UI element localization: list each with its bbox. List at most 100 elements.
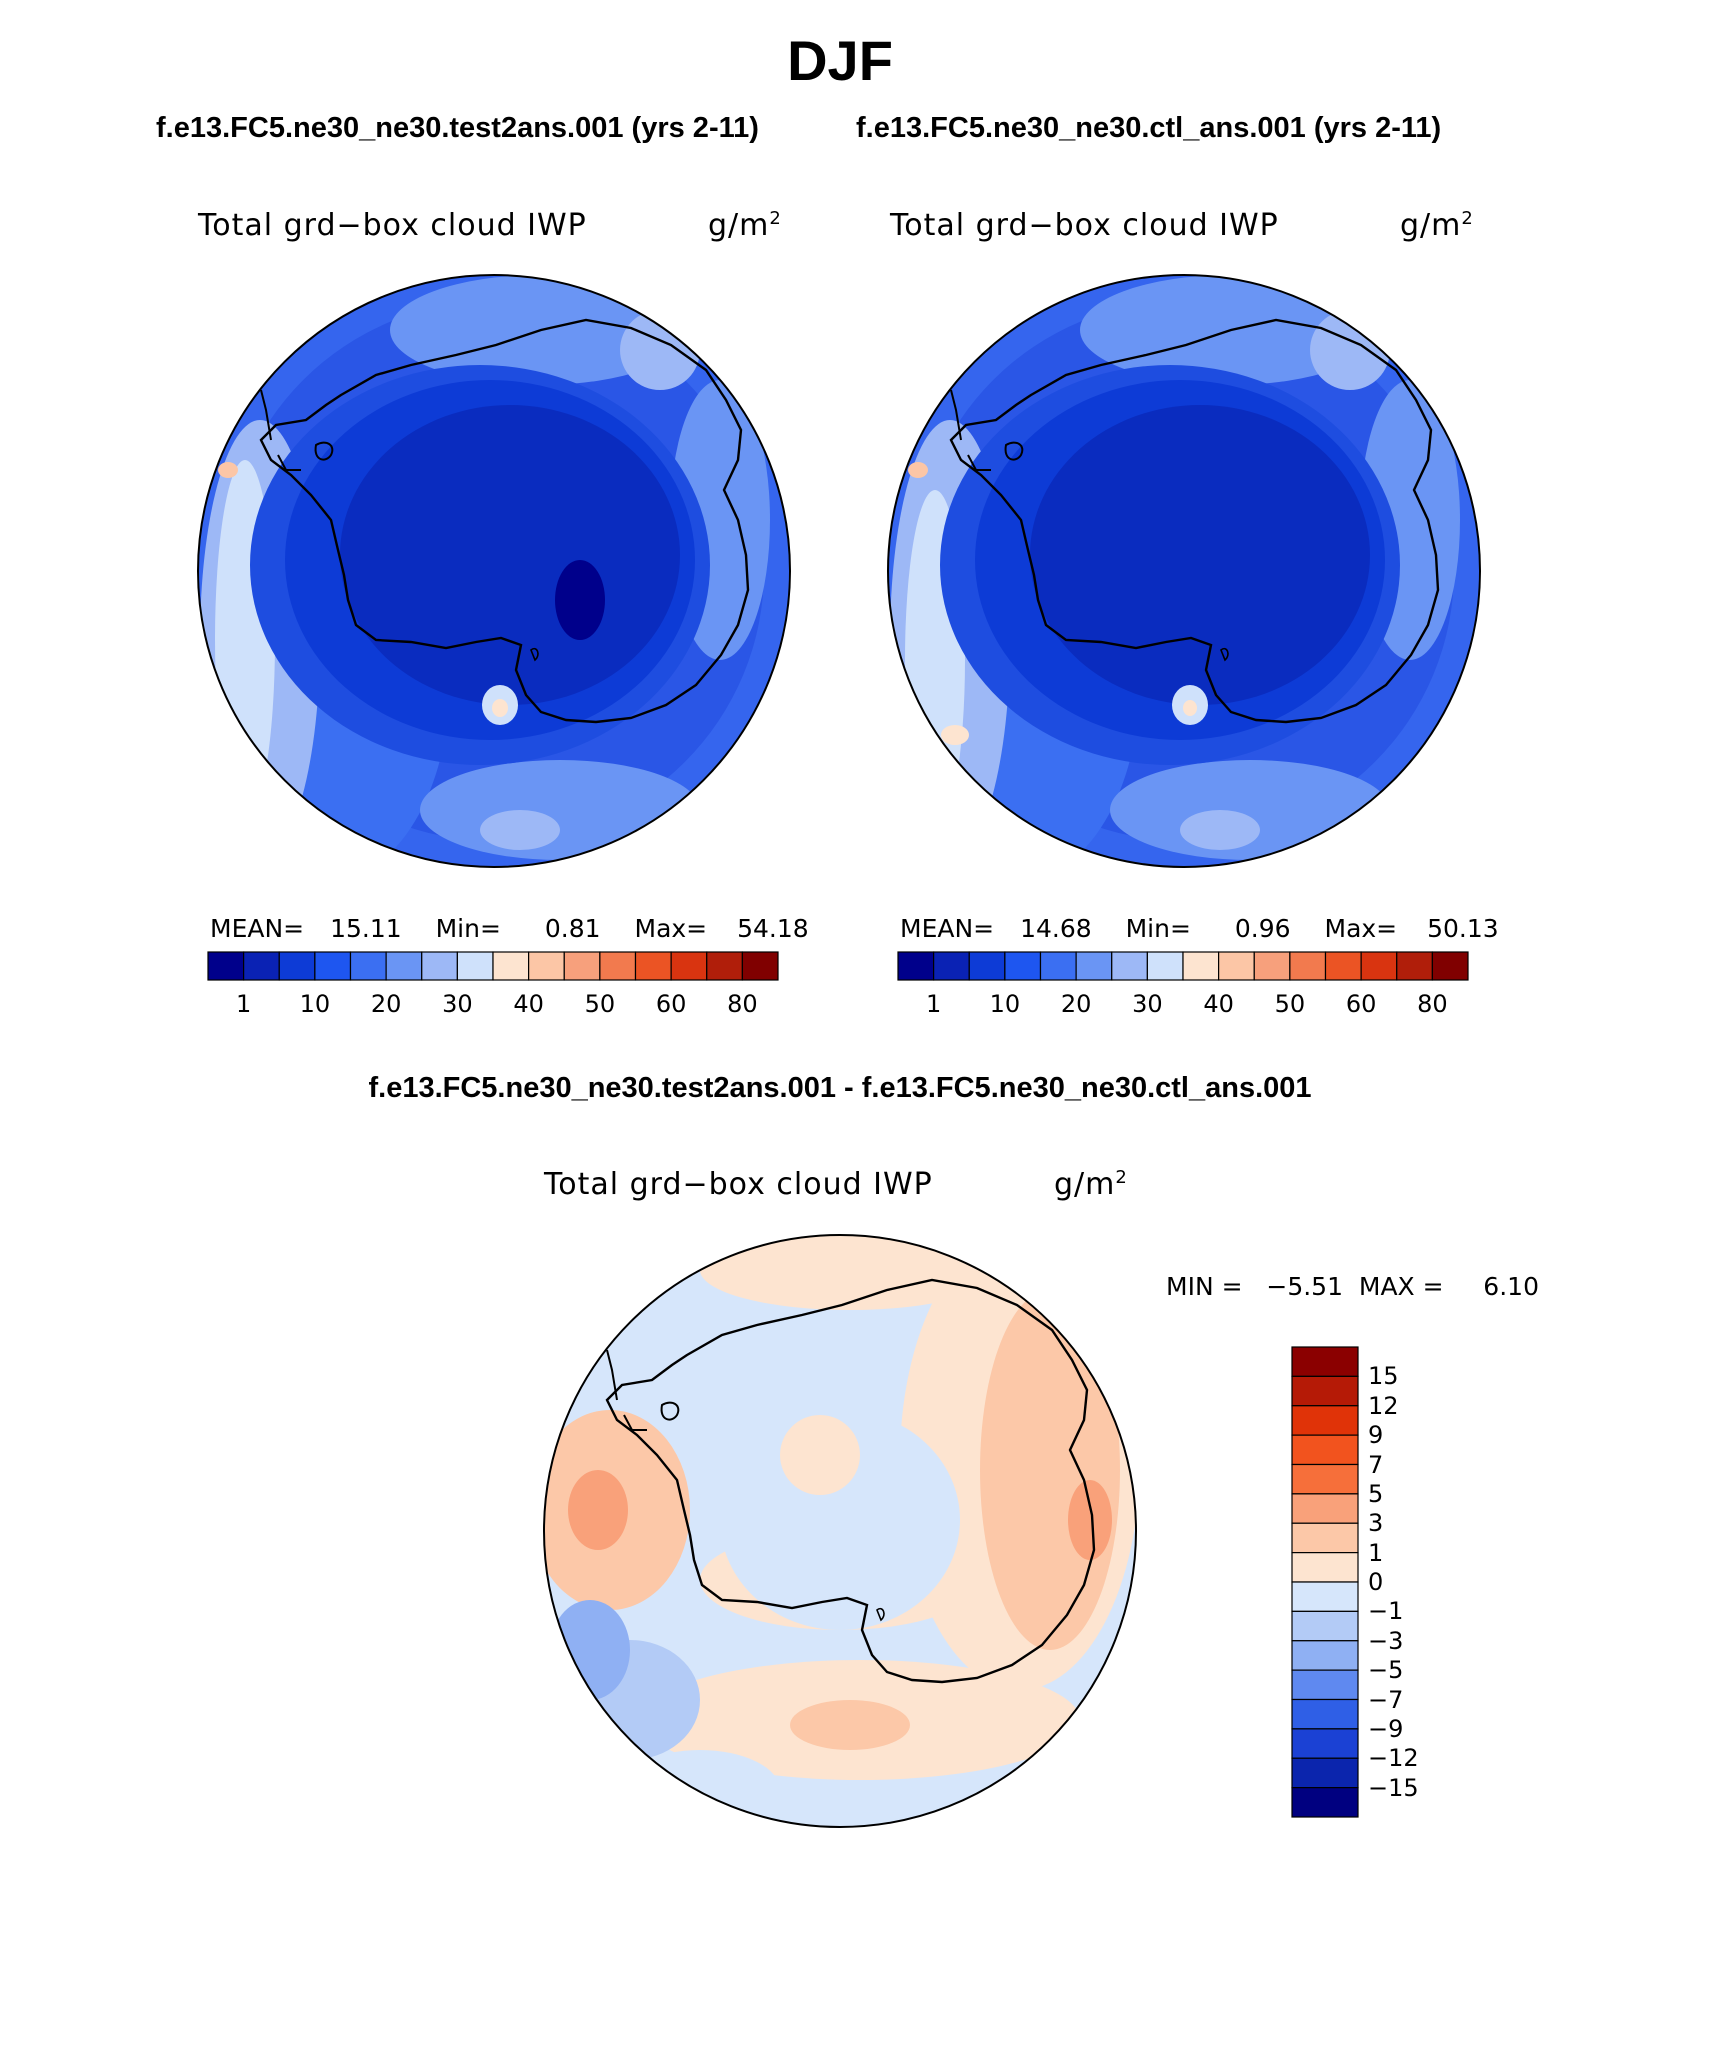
colorbar-swatch [1182,951,1220,981]
colorbar-swatch [1291,1610,1359,1642]
right-colorbar [897,951,1469,981]
colorbar-swatch [1289,951,1327,981]
right-map [888,275,1480,867]
colorbar-swatch [563,951,601,981]
colorbar-tick-label: −12 [1368,1744,1419,1773]
left-min-value: 0.81 [544,914,601,943]
right-max-value: 50.13 [1427,914,1499,943]
colorbar-tick-label: 40 [1203,990,1234,1018]
colorbar-tick-label: 20 [1060,990,1092,1018]
colorbar-tick-label: 3 [1368,1509,1384,1538]
colorbar-swatch [1291,1493,1359,1524]
colorbar-swatch [1291,1405,1359,1436]
colorbar-swatch [670,951,708,981]
colorbar-swatch [1396,951,1433,981]
colorbar-tick-label: 20 [370,990,402,1018]
colorbar-swatch [385,951,423,981]
colorbar-tick-label: 10 [989,990,1021,1018]
right-mean-value: 14.68 [1020,914,1092,943]
diff-title: f.e13.FC5.ne30_ne30.test2ans.001 - f.e13… [368,1072,1312,1104]
right-min-label: Min= [1125,914,1191,943]
colorbar-swatch [968,951,1006,981]
right-stats: MEAN= 14.68 Min= 0.96 Max= 50.13 [900,914,1499,943]
diff-map [544,1235,1136,1827]
left-map [198,275,790,867]
colorbar-tick-label: 1 [925,990,942,1018]
colorbar-swatch [1291,1787,1359,1818]
colorbar-swatch [1291,1463,1359,1495]
left-colorbar [207,951,779,981]
colorbar-swatch [1111,951,1148,981]
colorbar-tick-label: 50 [1274,990,1306,1018]
right-colorbar-labels: 1 10 20 30 40 50 60 80 [896,990,1472,1022]
left-colorbar-labels: 1 10 20 30 40 50 60 80 [206,990,782,1022]
colorbar-swatch [1291,1434,1359,1466]
right-min-value: 0.96 [1234,914,1291,943]
season-title: DJF [787,29,893,92]
colorbar-tick-label: 80 [1417,990,1448,1018]
colorbar-swatch [1291,1669,1359,1701]
colorbar-tick-label: 5 [1368,1479,1384,1508]
colorbar-swatch [933,951,970,981]
colorbar-tick-label: 60 [655,990,687,1018]
right-max-label: Max= [1324,914,1398,943]
right-mean-label: MEAN= [900,914,995,943]
colorbar-swatch [1360,951,1398,981]
colorbar-swatch [1291,1581,1359,1612]
left-max-label: Max= [634,914,708,943]
colorbar-swatch [1075,951,1113,981]
colorbar-tick-label: 12 [1368,1391,1399,1420]
colorbar-tick-label: 30 [1132,990,1163,1018]
colorbar-swatch [1291,1640,1359,1671]
diff-colorbar-labels: 15 12 9 7 5 3 1 0 −1 −3 −5 −7 −9 −12 −15 [1368,1345,1448,1820]
colorbar-swatch [1218,951,1255,981]
colorbar-tick-label: 1 [1368,1538,1384,1567]
colorbar-tick-label: 80 [727,990,758,1018]
colorbar-swatch [1004,951,1042,981]
colorbar-tick-label: −1 [1368,1597,1404,1626]
colorbar-swatch [492,951,530,981]
colorbar-tick-label: 1 [235,990,252,1018]
colorbar-swatch [207,951,245,981]
left-min-label: Min= [435,914,501,943]
left-mean-label: MEAN= [210,914,305,943]
left-variable-title: Total grd−box cloud IWP [198,208,587,243]
case-title-left: f.e13.FC5.ne30_ne30.test2ans.001 (yrs 2-… [156,112,759,144]
colorbar-tick-label: 15 [1368,1362,1399,1391]
colorbar-tick-label: 9 [1368,1421,1384,1450]
diff-variable-title: Total grd−box cloud IWP [544,1167,933,1202]
colorbar-tick-label: 60 [1345,990,1377,1018]
diff-units: g/m2 [1054,1167,1128,1202]
colorbar-swatch [421,951,458,981]
colorbar-swatch [456,951,494,981]
colorbar-swatch [1146,951,1184,981]
colorbar-swatch [1431,951,1469,981]
colorbar-swatch [349,951,387,981]
right-units: g/m2 [1400,208,1474,243]
diff-minmax: MIN = −5.51 MAX = 6.10 [1166,1272,1539,1301]
colorbar-tick-label: −5 [1368,1656,1404,1685]
colorbar-swatch [741,951,779,981]
colorbar-swatch [706,951,743,981]
colorbar-swatch [1291,1552,1359,1583]
colorbar-swatch [1291,1728,1359,1759]
colorbar-tick-label: 7 [1368,1450,1384,1479]
colorbar-tick-label: −3 [1368,1626,1404,1655]
colorbar-swatch [1291,1522,1359,1554]
colorbar-tick-label: −9 [1368,1714,1404,1743]
colorbar-swatch [278,951,316,981]
colorbar-tick-label: −7 [1368,1685,1404,1714]
colorbar-swatch [314,951,352,981]
colorbar-swatch [1291,1698,1359,1730]
left-units: g/m2 [708,208,782,243]
colorbar-tick-label: 50 [584,990,616,1018]
colorbar-swatch [243,951,280,981]
colorbar-swatch [599,951,637,981]
colorbar-swatch [1291,1346,1359,1377]
colorbar-swatch [528,951,565,981]
colorbar-tick-label: 30 [442,990,473,1018]
left-mean-value: 15.11 [330,914,402,943]
left-stats: MEAN= 15.11 Min= 0.81 Max= 54.18 [210,914,809,943]
colorbar-swatch [1291,1375,1359,1407]
